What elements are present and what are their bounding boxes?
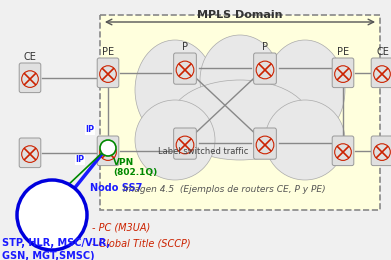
Ellipse shape	[265, 100, 345, 180]
FancyBboxPatch shape	[97, 136, 119, 166]
FancyBboxPatch shape	[97, 58, 119, 88]
FancyBboxPatch shape	[254, 53, 276, 84]
Circle shape	[176, 61, 194, 79]
Circle shape	[335, 144, 352, 160]
FancyBboxPatch shape	[332, 136, 354, 166]
FancyBboxPatch shape	[371, 58, 391, 88]
Text: VPN
(802.1Q): VPN (802.1Q)	[113, 158, 157, 177]
Text: - Global Title (SCCP): - Global Title (SCCP)	[92, 238, 191, 248]
Circle shape	[17, 180, 87, 250]
Circle shape	[176, 136, 194, 154]
Ellipse shape	[170, 80, 310, 160]
FancyBboxPatch shape	[254, 128, 276, 159]
FancyBboxPatch shape	[174, 53, 196, 84]
Circle shape	[100, 140, 116, 156]
Text: MPLS Domain: MPLS Domain	[197, 10, 283, 20]
Circle shape	[22, 146, 38, 162]
Ellipse shape	[135, 40, 215, 140]
Text: P: P	[262, 42, 268, 52]
FancyBboxPatch shape	[19, 63, 41, 93]
Circle shape	[374, 66, 390, 82]
Text: PE: PE	[337, 47, 349, 57]
Text: CE: CE	[23, 52, 36, 62]
Circle shape	[374, 144, 390, 160]
FancyBboxPatch shape	[19, 138, 41, 168]
Circle shape	[22, 71, 38, 87]
Text: Label switched traffic: Label switched traffic	[158, 147, 248, 157]
Text: - PC (M3UA): - PC (M3UA)	[92, 222, 150, 232]
Circle shape	[256, 61, 274, 79]
Text: CE: CE	[377, 47, 389, 57]
Text: Nodo SS7: Nodo SS7	[90, 183, 142, 193]
Text: STP, HLR, MSC/VLR,: STP, HLR, MSC/VLR,	[2, 238, 110, 248]
Circle shape	[256, 136, 274, 154]
Text: GSN, MGT,SMSC): GSN, MGT,SMSC)	[2, 251, 95, 260]
Circle shape	[100, 66, 116, 82]
Circle shape	[100, 144, 116, 160]
Text: P: P	[182, 42, 188, 52]
Ellipse shape	[135, 100, 215, 180]
Ellipse shape	[265, 40, 345, 140]
Circle shape	[335, 66, 352, 82]
Text: Imagen 4.5  (Ejemplos de routers CE, P y PE): Imagen 4.5 (Ejemplos de routers CE, P y …	[123, 185, 326, 194]
Text: PE: PE	[102, 47, 114, 57]
FancyBboxPatch shape	[332, 58, 354, 88]
Text: IP: IP	[75, 155, 84, 165]
Text: IP: IP	[86, 126, 95, 134]
FancyBboxPatch shape	[174, 128, 196, 159]
Ellipse shape	[200, 35, 280, 125]
FancyBboxPatch shape	[371, 136, 391, 166]
Bar	[100, 15, 380, 210]
